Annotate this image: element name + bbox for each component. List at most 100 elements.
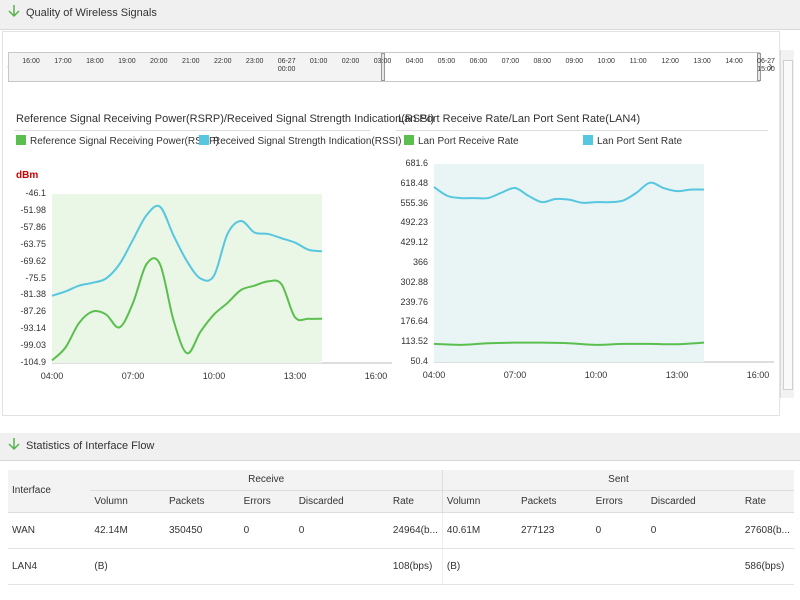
- lan-y-tick: 239.76: [400, 296, 428, 307]
- signal-x-tick: 04:00: [40, 371, 64, 381]
- timeline-tick: 03:00: [373, 58, 392, 65]
- row-cell: 0: [646, 512, 741, 549]
- row-cell: 350450: [164, 512, 240, 549]
- panel-scrollbar[interactable]: [780, 50, 794, 398]
- timeline-slider[interactable]: 16:00 17:00 18:00 19:00 20:00 21:00 22:00 23:00…: [8, 52, 775, 82]
- signal-series-line-0: [51, 257, 323, 362]
- lan-x-tick: 16:00: [746, 370, 770, 380]
- row-cell: [516, 548, 592, 585]
- lan-series-line-1: [433, 181, 705, 204]
- signal-y-tick: -87.26: [20, 306, 46, 317]
- signal-y-tick: -81.38: [20, 289, 46, 300]
- col-header: Errors: [591, 490, 647, 513]
- lan-y-tick: 555.36: [400, 197, 428, 208]
- legend-lan-receive[interactable]: Lan Port Receive Rate: [404, 135, 519, 147]
- timeline-tick: 01:00: [309, 58, 328, 65]
- signal-y-tick: -104.9: [20, 357, 46, 367]
- legend-rsrp-label: Reference Signal Receiving Power(RSRP): [30, 136, 219, 147]
- col-header: Rate: [388, 490, 443, 513]
- timeline-tick: 13:00: [693, 58, 711, 65]
- lan-y-tick: 113.52: [401, 336, 428, 347]
- flow-section-title: Statistics of Interface Flow: [26, 440, 155, 452]
- lan-y-tick: 50.4: [410, 356, 428, 366]
- signal-y-tick: -69.62: [20, 255, 46, 266]
- timeline-handle-right[interactable]: [757, 53, 761, 81]
- timeline-tick: 18:00: [86, 58, 104, 65]
- row-cell: 108(bps): [388, 548, 443, 585]
- timeline-tick: 07:00: [501, 58, 520, 65]
- timeline-tick: 10:00: [597, 58, 615, 65]
- row-interface-cell: LAN4: [8, 548, 91, 585]
- lan-y-tick: 492.23: [400, 217, 428, 228]
- flow-table-body: WAN 42.14M 350450 0 0 24964(b... 40.61M 277123 0…: [8, 512, 794, 585]
- legend-lan-sent-label: Lan Port Sent Rate: [597, 136, 683, 147]
- row-cell: 586(bps): [740, 548, 794, 585]
- lan-y-tick: 366: [412, 257, 428, 267]
- col-header: Packets: [164, 490, 240, 513]
- timeline-tick: 22:00: [213, 58, 232, 65]
- col-interface-header: Interface: [8, 470, 91, 513]
- timeline-next-icon[interactable]: ›: [768, 58, 774, 75]
- row-cell: 27608(b...: [740, 512, 794, 549]
- row-cell: [164, 548, 240, 585]
- signal-x-tick: 10:00: [202, 371, 226, 381]
- flow-section-header[interactable]: Statistics of Interface Flow: [0, 433, 800, 461]
- legend-rssi-label: Received Signal Strength Indication(RSSI…: [213, 136, 402, 147]
- wireless-section-header[interactable]: Quality of Wireless Signals: [0, 0, 800, 30]
- col-header: Errors: [239, 490, 295, 513]
- row-interface-cell: WAN: [8, 512, 91, 549]
- scrollbar-thumb[interactable]: [783, 60, 793, 390]
- row-cell: [294, 548, 389, 585]
- timeline-tick: 11:00: [629, 58, 647, 65]
- legend-rsrp-swatch: [16, 135, 26, 145]
- signal-y-tick: -46.1: [25, 188, 46, 198]
- lan-x-tick: 10:00: [584, 370, 608, 380]
- timeline-tick: 17:00: [54, 58, 72, 65]
- table-row[interactable]: LAN4 (B) 108(bps) (B) 586(bps): [8, 548, 794, 585]
- timeline-tick: 16:00: [22, 58, 40, 65]
- signal-legend-rule: [14, 130, 370, 131]
- lan-x-tick: 04:00: [422, 370, 446, 380]
- signal-y-tick: -57.86: [20, 221, 46, 232]
- row-cell: 0: [239, 512, 295, 549]
- timeline-tick: 05:00: [437, 58, 456, 65]
- row-cell: (B): [441, 548, 517, 585]
- timeline-ticks: 16:00 17:00 18:00 19:00 20:00 21:00 22:00 23:00…: [9, 53, 775, 81]
- legend-lan-sent[interactable]: Lan Port Sent Rate: [583, 135, 682, 147]
- collapse-arrow-icon[interactable]: [7, 436, 21, 455]
- signal-y-tick: -99.03: [20, 340, 46, 351]
- wireless-section-title: Quality of Wireless Signals: [26, 7, 157, 19]
- signal-x-tick: 13:00: [283, 371, 307, 381]
- signal-y-tick: -63.75: [20, 238, 46, 249]
- signal-series-line-1: [51, 204, 323, 297]
- row-cell: [239, 548, 295, 585]
- receive-group-header: Receive: [90, 470, 443, 491]
- col-header: Packets: [516, 490, 592, 513]
- row-cell: 42.14M: [90, 512, 165, 549]
- timeline-tick: 06-27 15:00: [757, 58, 775, 73]
- col-header: Rate: [740, 490, 794, 513]
- lan-chart-title: Lan Port Receive Rate/Lan Port Sent Rate…: [398, 113, 641, 125]
- timeline-tick: 14:00: [725, 58, 743, 65]
- col-header: Volumn: [441, 490, 517, 513]
- interface-flow-table: Interface Receive Sent Volumn Packets Erro…: [8, 470, 794, 585]
- legend-rssi[interactable]: Received Signal Strength Indication(RSSI…: [199, 135, 401, 147]
- signal-x-tick: 16:00: [364, 371, 388, 381]
- row-cell: [646, 548, 741, 585]
- row-cell: 40.61M: [441, 512, 517, 549]
- legend-lan-receive-label: Lan Port Receive Rate: [418, 136, 519, 147]
- table-row[interactable]: WAN 42.14M 350450 0 0 24964(b... 40.61M 277123 0…: [8, 512, 794, 549]
- timeline-handle-left[interactable]: [381, 53, 385, 81]
- lan-y-tick: 176.64: [400, 316, 428, 327]
- timeline-tick: 20:00: [150, 58, 168, 65]
- signal-y-tick: -93.14: [20, 323, 46, 334]
- row-cell: 277123: [516, 512, 592, 549]
- timeline-past-range: [9, 53, 383, 81]
- signal-x-tick: 07:00: [121, 371, 145, 381]
- lan-y-tick: 429.12: [400, 237, 428, 248]
- collapse-arrow-icon[interactable]: [7, 3, 21, 22]
- legend-rsrp[interactable]: Reference Signal Receiving Power(RSRP): [16, 135, 219, 147]
- timeline-tick: 23:00: [245, 58, 264, 65]
- lan-y-tick: 618.48: [400, 177, 428, 188]
